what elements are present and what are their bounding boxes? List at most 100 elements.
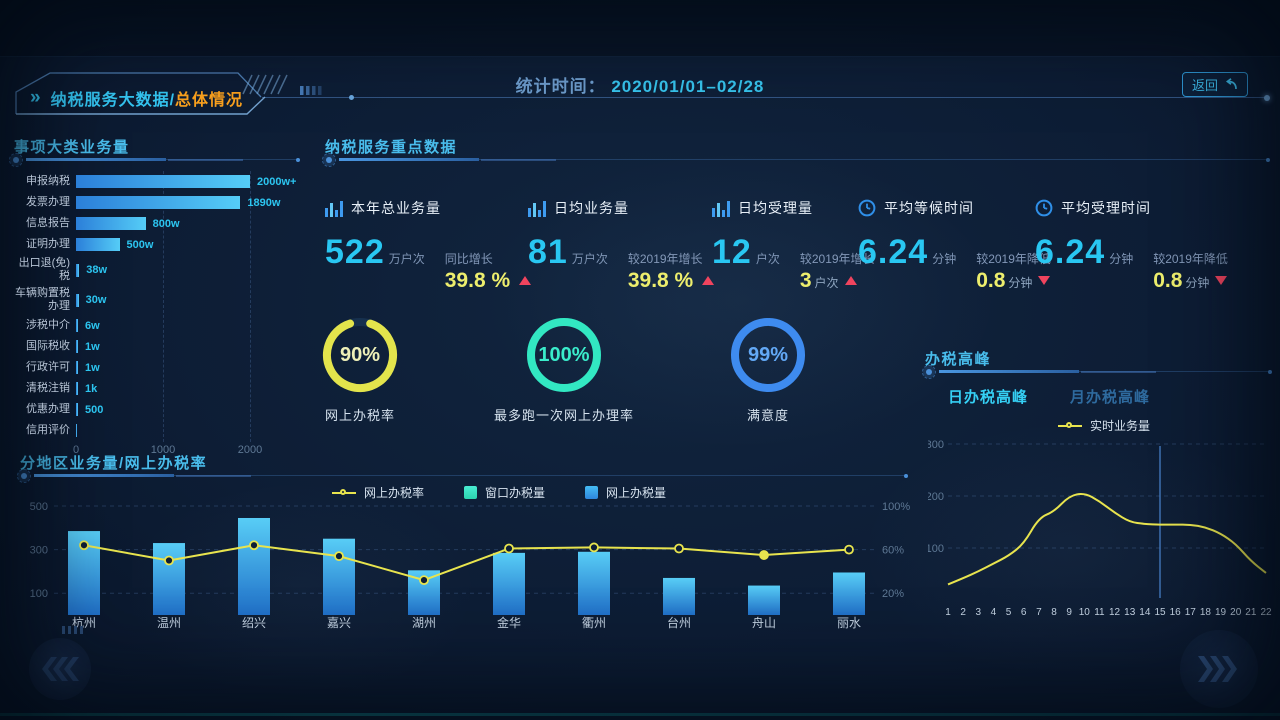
category-bar (76, 238, 120, 251)
region-bar[interactable] (748, 585, 780, 615)
category-x-axis: 0 1000 2000 (12, 444, 300, 460)
triple-chevron-left-icon (42, 657, 79, 681)
header-divider-line (262, 97, 1268, 98)
kpi-avg-wait-time: 平均等候时间 6.24 分钟 较2019年降低 0.8 分钟 (858, 198, 1051, 291)
category-bar (76, 175, 250, 188)
category-value: 800w (152, 217, 180, 230)
legend-item-counter-volume[interactable]: 窗口办税量 (464, 484, 545, 501)
donut-label: 满意度 (746, 408, 789, 423)
legend-item-online-volume[interactable]: 网上办税量 (585, 484, 666, 501)
legend-label: 窗口办税量 (485, 486, 546, 500)
kpi-delta-label: 同比增长 (444, 252, 493, 266)
category-value: 30w (85, 294, 107, 306)
city-label: 温州 (157, 616, 181, 630)
category-value: 2000w+ (257, 175, 297, 188)
category-value: 1890w (247, 196, 281, 209)
bar-chart-icon (325, 200, 343, 217)
next-page-button[interactable] (1180, 630, 1258, 708)
category-label: 信用评价 (26, 424, 70, 437)
trend-arrow-icon (519, 276, 532, 285)
rate-point[interactable] (79, 540, 89, 551)
category-row: 出口退(免)税 38w (12, 255, 300, 285)
double-chevron-icon: » (30, 87, 42, 108)
category-row: 证明办理 500w (12, 234, 300, 255)
kpi-daily-accepted: 日均受理量 12 户次 较2019年增长 3 户次 (712, 198, 875, 291)
category-row: 优惠办理 500 (12, 399, 300, 420)
top-strip (0, 0, 1280, 57)
x-axis-tick: 12 (1109, 607, 1121, 618)
x-axis-tick: 21 (1245, 607, 1257, 618)
category-value: 1w (85, 340, 100, 353)
donut-percent: 90% (339, 343, 381, 366)
rate-point[interactable] (759, 550, 769, 560)
category-bar (76, 319, 78, 332)
donut-online-tax-rate: 90% 网上办税率 (270, 312, 450, 424)
back-button-label: 返回 (1191, 78, 1218, 93)
category-label: 清税注销 (26, 382, 70, 395)
x-axis-tick: 9 (1066, 607, 1072, 618)
panel-underline (17, 469, 908, 483)
x-axis-tick: 10 (1079, 607, 1091, 618)
page-title: 纳税服务大数据/ (50, 92, 176, 109)
gridline (250, 171, 251, 442)
peak-legend[interactable]: 实时业务量 (1058, 417, 1150, 434)
kpi-unit: 分钟 (932, 252, 957, 266)
category-label: 优惠办理 (26, 403, 70, 416)
kpi-delta-label: 较2019年降低 (1153, 252, 1228, 266)
rate-point[interactable] (334, 551, 344, 562)
region-bar[interactable] (663, 577, 695, 615)
region-bar[interactable] (578, 551, 610, 615)
category-label: 车辆购置税办理 (15, 287, 70, 312)
category-row: 行政许可 1w (12, 357, 300, 378)
category-bar (76, 263, 80, 277)
kpi-delta-value: 39.8 % (627, 269, 694, 292)
axis-tick-label: 1000 (150, 444, 176, 456)
rate-point[interactable] (504, 543, 514, 554)
category-bar (76, 361, 78, 374)
category-row: 发票办理 1890w (12, 192, 300, 213)
category-label: 行政许可 (26, 361, 70, 374)
gridline (163, 171, 164, 442)
realtime-volume-line (947, 493, 1267, 586)
tab-monthly-peak[interactable]: 月办税高峰 (1070, 389, 1151, 406)
bar-chart-icon (712, 200, 730, 217)
region-bar[interactable] (323, 538, 355, 615)
region-bar[interactable] (153, 543, 185, 615)
clock-icon (858, 199, 876, 217)
kpi-value: 522 (325, 233, 385, 271)
kpi-title: 日均业务量 (554, 200, 629, 216)
kpi-delta-label: 较2019年增长 (627, 252, 703, 266)
rate-point[interactable] (589, 542, 599, 553)
kpi-delta-unit: 分钟 (1008, 276, 1033, 290)
tab-daily-peak[interactable]: 日办税高峰 (948, 389, 1029, 406)
y-axis-tick: 100 (928, 543, 944, 555)
region-bar[interactable] (238, 517, 270, 615)
rate-point[interactable] (249, 540, 259, 551)
category-bar (76, 217, 146, 230)
region-bar[interactable] (493, 552, 525, 615)
trend-arrow-icon (1215, 276, 1228, 285)
stat-time: 统计时间： 2020/01/01–02/28 (0, 72, 1280, 97)
legend-item-online-rate[interactable]: 网上办税率 (332, 484, 424, 501)
rate-point[interactable] (844, 544, 854, 555)
x-axis-tick: 1 (945, 607, 951, 618)
back-button[interactable]: 返回 (1181, 72, 1248, 97)
trend-arrow-icon (1038, 276, 1051, 285)
kpi-delta-value: 0.8 (976, 269, 1006, 292)
panel-underline (9, 153, 300, 167)
rate-point[interactable] (164, 555, 174, 566)
header-line-node (349, 95, 354, 100)
peak-tabs: 日办税高峰 月办税高峰 (948, 386, 1150, 407)
trend-arrow-icon (844, 276, 857, 285)
rate-point[interactable] (674, 543, 684, 554)
region-bar[interactable] (833, 572, 865, 615)
x-axis-tick: 5 (1006, 607, 1012, 618)
prev-page-button[interactable] (29, 638, 91, 700)
breadcrumb: » 纳税服务大数据/总体情况 (30, 86, 243, 110)
clock-icon (1035, 199, 1053, 217)
rate-point[interactable] (419, 575, 429, 586)
category-row: 信息报告 800w (12, 213, 300, 234)
axis-tick-label: 0 (72, 444, 80, 456)
footer-tick-decoration (62, 626, 83, 634)
